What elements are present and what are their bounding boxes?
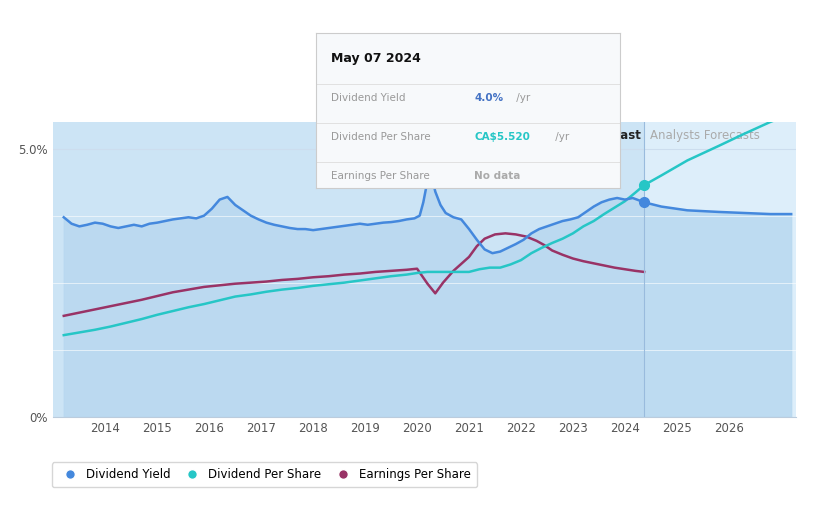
- Bar: [53, 122, 644, 417]
- Text: Past: Past: [612, 129, 641, 142]
- Text: 4.0%: 4.0%: [474, 93, 503, 104]
- Legend: Dividend Yield, Dividend Per Share, Earnings Per Share: Dividend Yield, Dividend Per Share, Earn…: [52, 462, 477, 487]
- Text: CA$5.520: CA$5.520: [474, 132, 530, 142]
- Bar: [644, 122, 796, 417]
- Text: /yr: /yr: [513, 93, 530, 104]
- Text: /yr: /yr: [552, 132, 569, 142]
- Text: Analysts Forecasts: Analysts Forecasts: [650, 129, 760, 142]
- Text: May 07 2024: May 07 2024: [331, 52, 421, 65]
- Text: Dividend Yield: Dividend Yield: [331, 93, 406, 104]
- Text: Earnings Per Share: Earnings Per Share: [331, 171, 430, 181]
- Text: Dividend Per Share: Dividend Per Share: [331, 132, 431, 142]
- Text: No data: No data: [474, 171, 521, 181]
